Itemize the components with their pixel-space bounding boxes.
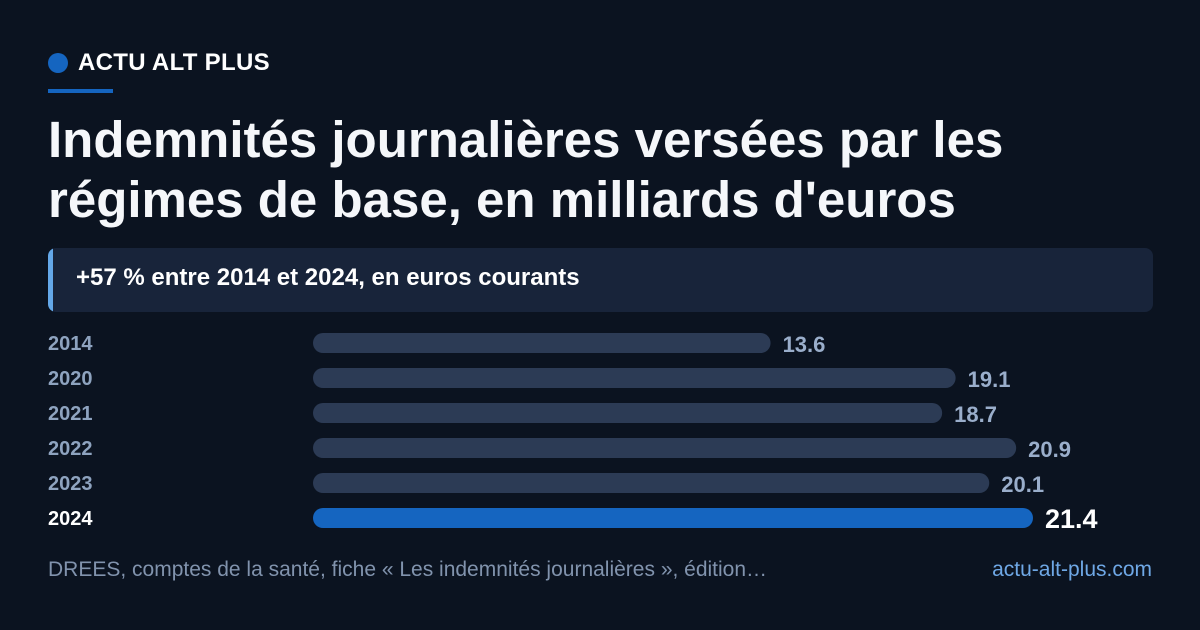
subtitle-accent-bar [48,248,53,312]
value-label-2014: 13.6 [783,332,826,357]
value-label-2024: 21.4 [1045,504,1098,534]
bar-2022 [313,438,1017,458]
year-label-2014: 2014 [48,333,93,355]
brand-underline [48,89,113,93]
brand-name: ACTU ALT PLUS [78,49,270,76]
year-label-2024: 2024 [48,508,93,530]
bar-2021 [313,403,943,423]
chart-title: Indemnités journalières versées par les … [48,111,1004,228]
year-label-2020: 2020 [48,368,93,390]
value-label-2020: 19.1 [968,367,1011,392]
bar-2020 [313,368,956,388]
value-label-2023: 20.1 [1001,472,1044,497]
bar-2014 [313,333,771,353]
bar-2024 [313,508,1033,528]
year-label-2023: 2023 [48,473,93,495]
value-label-2022: 20.9 [1028,437,1071,462]
value-label-2021: 18.7 [954,402,997,427]
bar-2023 [313,473,990,493]
year-label-2021: 2021 [48,403,93,425]
year-label-2022: 2022 [48,438,93,460]
chart-subtitle: +57 % entre 2014 et 2024, en euros coura… [76,264,580,291]
bar-chart: 2014 13.6 2020 19.1 2021 18.7 2022 20.9 2023 20.1… [48,332,1098,534]
source-note: DREES, comptes de la santé, fiche « Les … [48,558,768,581]
subtitle-box: +57 % entre 2014 et 2024, en euros coura… [48,248,1153,312]
brand: ACTU ALT PLUS [48,48,270,78]
brand-dot-icon [48,53,68,73]
site-link[interactable]: actu-alt-plus.com [992,558,1152,581]
